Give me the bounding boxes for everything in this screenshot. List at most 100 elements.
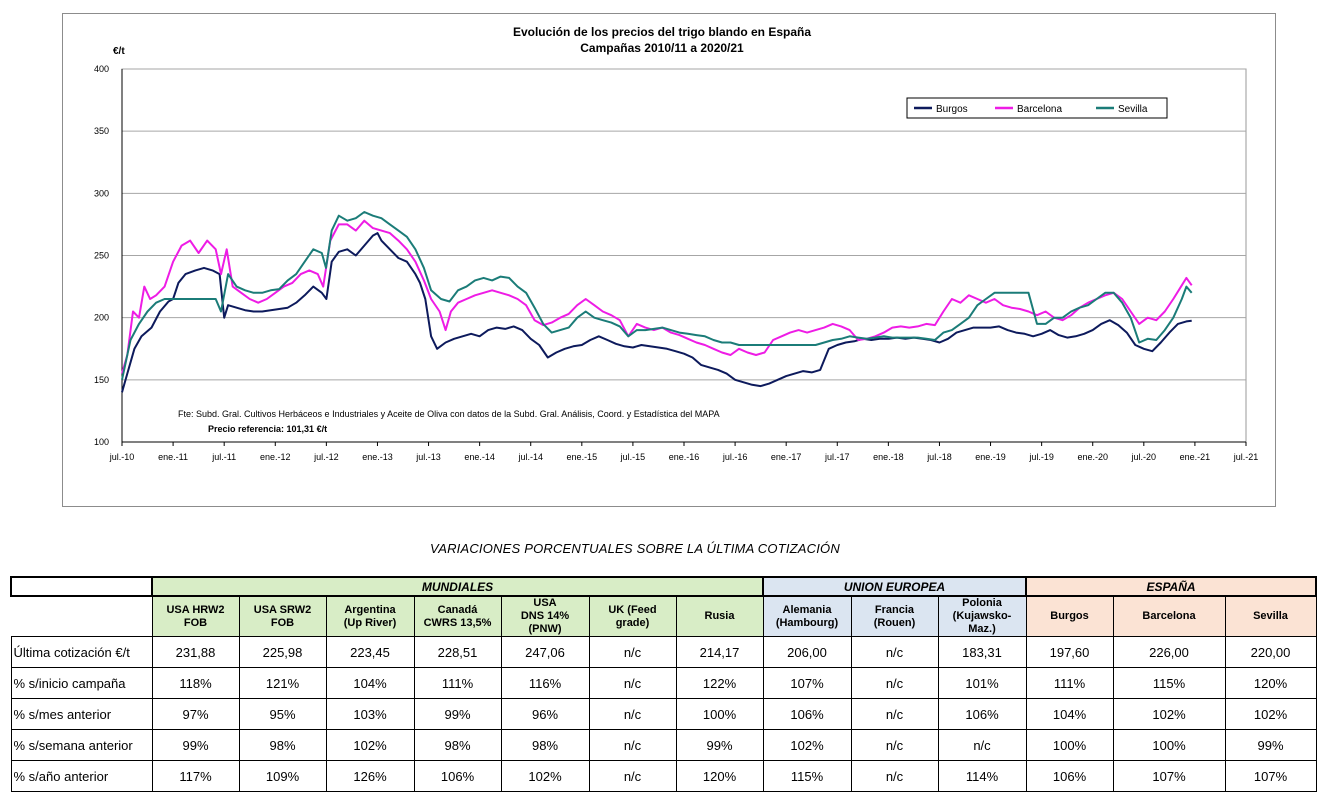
legend-box	[906, 97, 1168, 119]
table-cell: 106%	[413, 760, 502, 792]
legend-label-barcelona: Barcelona	[1017, 104, 1062, 115]
series-line-burgos	[121, 232, 1192, 393]
table-cell: 106%	[762, 698, 852, 730]
table-cell: 99%	[1224, 729, 1317, 761]
column-header-line: Barcelona	[1142, 610, 1196, 622]
column-header-line: Rusia	[704, 610, 735, 622]
table-row: % s/semana anterior 99% 98% 102% 98% 98% n/c 99…	[10, 729, 1317, 761]
chart-title: Evolución de los precios del trigo bland…	[513, 25, 811, 39]
table-cell: 104%	[1025, 698, 1114, 730]
column-header-line: Sevilla	[1253, 610, 1288, 622]
table-cell: 231,88	[151, 636, 240, 668]
table-cell: 107%	[1224, 760, 1317, 792]
price-chart: Evolución de los precios del trigo bland…	[94, 25, 1258, 462]
table-cell: 115%	[1112, 667, 1226, 699]
table-cell: 107%	[762, 667, 852, 699]
group-header-eu: UNION EUROPEA	[762, 576, 1027, 597]
row-label: % s/semana anterior	[10, 729, 153, 761]
table-row: % s/año anterior 117% 109% 126% 106% 102% n/c 1…	[10, 760, 1317, 792]
table-cell: n/c	[850, 698, 939, 730]
table-cell: n/c	[850, 729, 939, 761]
column-header-line: Burgos	[1050, 610, 1089, 622]
table-row: Última cotización €/t 231,88 225,98 223,45 2…	[10, 636, 1317, 668]
table-row: % s/inicio campaña 118% 121% 104% 111% 116% n/…	[10, 667, 1317, 699]
table-cell: 106%	[1025, 760, 1114, 792]
table-cell: 111%	[413, 667, 502, 699]
table-cell: 228,51	[413, 636, 502, 668]
table-cell: 102%	[325, 729, 415, 761]
table-cell: 99%	[413, 698, 502, 730]
chart-subtitle: Campañas 2010/11 a 2020/21	[580, 41, 744, 55]
column-header: Canadá CWRS 13,5%	[413, 595, 502, 637]
table-cell: n/c	[588, 698, 677, 730]
column-header: USA SRW2 FOB	[238, 595, 327, 637]
blank-cell	[10, 576, 153, 597]
table-cell: 101%	[937, 667, 1027, 699]
column-header-line: (Up River)	[343, 616, 397, 629]
table-cell: 109%	[238, 760, 327, 792]
x-tick-label: ene.-14	[464, 452, 495, 462]
y-tick-label: 250	[94, 251, 109, 261]
y-tick-label: 300	[94, 188, 109, 198]
column-header-line: (Rouen)	[873, 616, 916, 629]
table-cell: 111%	[1025, 667, 1114, 699]
x-tick-label: jul.-11	[211, 452, 236, 462]
table-cell: 98%	[413, 729, 502, 761]
column-header: Barcelona	[1112, 595, 1226, 637]
x-tick-label: jul.-10	[109, 452, 135, 462]
column-header: USA HRW2 FOB	[151, 595, 240, 637]
table-cell: 99%	[151, 729, 240, 761]
column-header-line: Polonia	[962, 597, 1002, 609]
table-cell: n/c	[850, 760, 939, 792]
table-cell: 120%	[675, 760, 764, 792]
group-header-spain: ESPAÑA	[1025, 576, 1317, 597]
series-lines	[121, 211, 1193, 393]
x-tick-label: ene.-16	[669, 452, 700, 462]
table-cell: 104%	[325, 667, 415, 699]
x-tick-label: jul.-16	[722, 452, 748, 462]
y-tick-label: 400	[94, 64, 109, 74]
table-cell: 122%	[675, 667, 764, 699]
table-cell: 107%	[1112, 760, 1226, 792]
table-cell: 183,31	[937, 636, 1027, 668]
table-cell: 226,00	[1112, 636, 1226, 668]
series-line-sevilla	[121, 211, 1193, 381]
table-cell: 100%	[1025, 729, 1114, 761]
column-header: UK (Feed grade)	[588, 595, 677, 637]
chart-frame: Evolución de los precios del trigo bland…	[62, 13, 1276, 507]
column-header: Francia (Rouen)	[850, 595, 939, 637]
x-tick-label: ene.-11	[158, 452, 188, 462]
x-tick-label: jul.-18	[926, 452, 952, 462]
column-header: Burgos	[1025, 595, 1114, 637]
row-label: % s/mes anterior	[10, 698, 153, 730]
column-header: Rusia	[675, 595, 764, 637]
table-cell: 99%	[675, 729, 764, 761]
table-cell: 102%	[762, 729, 852, 761]
column-header-line: grade)	[615, 616, 650, 629]
table-cell: 115%	[762, 760, 852, 792]
x-tick-label: ene.-21	[1180, 452, 1211, 462]
column-header-line: (Kujawsko-	[952, 610, 1012, 622]
table-cell: 247,06	[500, 636, 590, 668]
table-cell: 197,60	[1025, 636, 1114, 668]
table-row: % s/mes anterior 97% 95% 103% 99% 96% n/c 100% 1…	[10, 698, 1317, 730]
x-tick-label: ene.-13	[362, 452, 393, 462]
table-cell: 98%	[500, 729, 590, 761]
table-cell: 220,00	[1224, 636, 1317, 668]
table-cell: n/c	[588, 729, 677, 761]
column-header-line: Maz.)	[968, 623, 996, 635]
table-cell: n/c	[937, 729, 1027, 761]
y-tick-label: 200	[94, 313, 109, 323]
column-header-line: USA SRW2	[253, 603, 312, 616]
table-cell: 98%	[238, 729, 327, 761]
table-title: VARIACIONES PORCENTUALES SOBRE LA ÚLTIMA…	[430, 541, 840, 556]
column-header-line: Argentina	[344, 603, 396, 616]
table-cell: 214,17	[675, 636, 764, 668]
table-cell: 116%	[500, 667, 590, 699]
table-cell: 102%	[500, 760, 590, 792]
column-header-line: USA	[533, 597, 557, 609]
row-label: % s/inicio campaña	[10, 667, 153, 699]
table-cell: 118%	[151, 667, 240, 699]
column-header-line: FOB	[270, 616, 295, 629]
y-tick-label: 100	[94, 437, 109, 447]
